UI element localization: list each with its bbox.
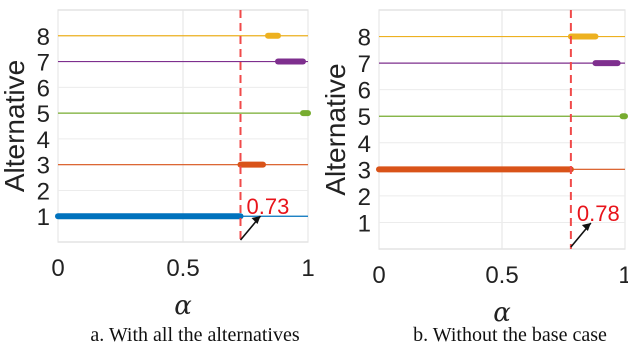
annotation-arrowhead — [251, 216, 261, 224]
y-tick-label: 1 — [37, 204, 50, 231]
y-tick-label: 7 — [37, 50, 50, 77]
y-tick-label: 2 — [37, 178, 50, 205]
y-tick-label: 8 — [358, 25, 371, 52]
x-tick-label: 0 — [372, 262, 385, 289]
y-tick-label: 2 — [358, 184, 371, 211]
y-tick-label: 3 — [37, 153, 50, 180]
y-tick-label: 6 — [37, 75, 50, 102]
annotation-arrowhead — [581, 223, 591, 231]
y-tick-label: 5 — [37, 101, 50, 128]
y-tick-label: 3 — [358, 157, 371, 184]
y-tick-label: 4 — [358, 131, 371, 158]
y-tick-label: 7 — [358, 51, 371, 78]
x-tick-label: 0.5 — [166, 255, 199, 282]
y-tick-label: 5 — [358, 104, 371, 131]
x-axis-label: α — [493, 298, 511, 328]
chart-caption: a. With all the alternatives — [90, 324, 300, 346]
y-tick-label: 4 — [37, 127, 50, 154]
y-tick-label: 6 — [358, 78, 371, 105]
y-axis-label: Alternative — [0, 60, 30, 192]
y-axis-label: Alternative — [320, 63, 351, 195]
x-axis-label: α — [174, 291, 192, 321]
y-tick-label: 8 — [37, 24, 50, 51]
x-tick-label: 1 — [301, 255, 314, 282]
x-tick-label: 1 — [618, 262, 628, 289]
x-tick-label: 0 — [51, 255, 64, 282]
threshold-label: 0.73 — [247, 194, 290, 219]
threshold-label: 0.78 — [577, 201, 620, 226]
y-tick-label: 1 — [358, 210, 371, 237]
chart-caption: b. Without the base case — [413, 324, 607, 346]
x-tick-label: 0.5 — [485, 262, 518, 289]
